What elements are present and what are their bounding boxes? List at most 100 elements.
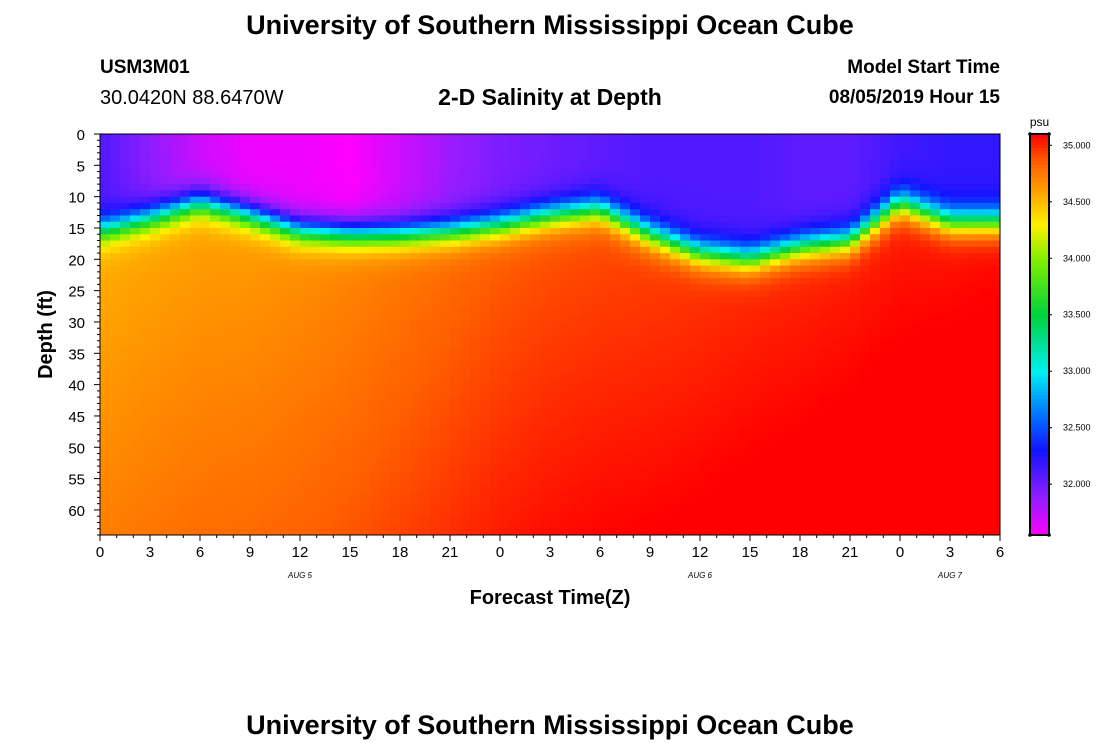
- heatmap-cell: [160, 196, 171, 204]
- heatmap-cell: [220, 384, 231, 392]
- heatmap-cell: [210, 196, 221, 204]
- heatmap-cell: [250, 303, 261, 311]
- heatmap-cell: [400, 246, 411, 254]
- heatmap-cell: [160, 422, 171, 430]
- heatmap-cell: [420, 221, 431, 229]
- heatmap-cell: [450, 478, 461, 486]
- heatmap-cell: [870, 321, 881, 329]
- heatmap-cell: [610, 309, 621, 317]
- heatmap-cell: [470, 165, 481, 173]
- heatmap-cell: [730, 378, 741, 386]
- heatmap-cell: [610, 190, 621, 198]
- heatmap-cell: [860, 491, 871, 499]
- heatmap-cell: [370, 271, 381, 279]
- heatmap-cell: [570, 334, 581, 342]
- heatmap-cell: [670, 140, 681, 148]
- heatmap-cell: [520, 259, 531, 267]
- heatmap-cell: [570, 522, 581, 530]
- heatmap-cell: [750, 159, 761, 166]
- heatmap-cell: [240, 372, 251, 379]
- heatmap-cell: [860, 403, 871, 411]
- heatmap-cell: [450, 353, 461, 361]
- heatmap-cell: [600, 478, 611, 486]
- heatmap-cell: [470, 415, 481, 423]
- heatmap-cell: [370, 491, 381, 499]
- heatmap-cell: [860, 384, 871, 392]
- heatmap-cell: [830, 196, 841, 204]
- heatmap-cell: [450, 466, 461, 473]
- heatmap-cell: [160, 328, 171, 336]
- heatmap-cell: [410, 441, 421, 448]
- heatmap-cell: [230, 234, 241, 242]
- heatmap-cell: [610, 428, 621, 436]
- heatmap-cell: [230, 503, 241, 511]
- heatmap-cell: [400, 409, 411, 417]
- heatmap-cell: [360, 253, 371, 260]
- heatmap-cell: [320, 134, 331, 141]
- heatmap-cell: [380, 321, 391, 329]
- heatmap-cell: [190, 359, 201, 367]
- heatmap-cell: [300, 271, 311, 279]
- heatmap-cell: [200, 240, 211, 248]
- heatmap-cell: [650, 447, 661, 455]
- heatmap-cell: [570, 184, 581, 191]
- heatmap-cell: [380, 403, 391, 411]
- heatmap-cell: [410, 271, 421, 279]
- heatmap-cell: [850, 253, 861, 260]
- heatmap-cell: [150, 528, 161, 535]
- heatmap-cell: [870, 152, 881, 160]
- heatmap-cell: [130, 441, 141, 448]
- heatmap-cell: [680, 353, 691, 361]
- heatmap-cell: [270, 171, 281, 179]
- heatmap-cell: [580, 403, 591, 411]
- heatmap-cell: [280, 278, 291, 285]
- heatmap-cell: [100, 202, 111, 210]
- heatmap-cell: [770, 290, 781, 298]
- heatmap-cell: [460, 491, 471, 499]
- heatmap-cell: [520, 184, 531, 191]
- heatmap-cell: [260, 378, 271, 386]
- heatmap-cell: [470, 328, 481, 336]
- heatmap-cell: [770, 353, 781, 361]
- heatmap-cell: [650, 466, 661, 473]
- heatmap-cell: [110, 390, 121, 398]
- heatmap-cell: [730, 240, 741, 248]
- heatmap-cell: [110, 278, 121, 285]
- heatmap-cell: [800, 403, 811, 411]
- heatmap-cell: [740, 497, 751, 505]
- heatmap-cell: [410, 428, 421, 436]
- heatmap-cell: [580, 215, 591, 223]
- heatmap-cell: [170, 184, 181, 191]
- heatmap-cell: [440, 253, 451, 260]
- heatmap-cell: [860, 171, 871, 179]
- heatmap-cell: [480, 221, 491, 229]
- heatmap-cell: [310, 441, 321, 448]
- heatmap-cell: [300, 340, 311, 348]
- heatmap-cell: [870, 278, 881, 285]
- heatmap-cell: [160, 347, 171, 354]
- heatmap-cell: [840, 390, 851, 398]
- heatmap-cell: [830, 522, 841, 530]
- heatmap-cell: [380, 202, 391, 210]
- heatmap-cell: [380, 378, 391, 386]
- heatmap-cell: [610, 165, 621, 173]
- heatmap-cell: [150, 409, 161, 417]
- heatmap-cell: [310, 309, 321, 317]
- heatmap-cell: [480, 397, 491, 405]
- heatmap-cell: [800, 259, 811, 267]
- heatmap-cell: [870, 434, 881, 442]
- heatmap-cell: [350, 340, 361, 348]
- heatmap-cell: [300, 246, 311, 254]
- heatmap-cell: [190, 278, 201, 285]
- heatmap-cell: [710, 422, 721, 430]
- heatmap-cell: [810, 441, 821, 448]
- heatmap-cell: [800, 503, 811, 511]
- heatmap-cell: [140, 215, 151, 223]
- heatmap-cell: [680, 152, 691, 160]
- heatmap-cell: [220, 347, 231, 354]
- heatmap-cell: [120, 415, 131, 423]
- heatmap-cell: [490, 184, 501, 191]
- heatmap-cell: [820, 403, 831, 411]
- heatmap-cell: [320, 321, 331, 329]
- heatmap-cell: [660, 221, 671, 229]
